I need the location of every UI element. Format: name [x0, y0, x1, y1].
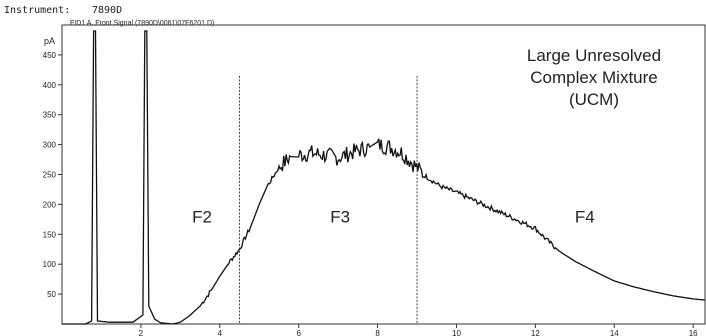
fraction-label: F3: [330, 207, 350, 226]
annotation-line: (UCM): [569, 90, 619, 109]
fraction-label: F4: [575, 207, 595, 226]
ucm-annotation: Large Unresolved Complex Mixture (UCM): [527, 46, 661, 109]
x-tick-label: 10: [452, 329, 461, 336]
y-axis-unit: pA: [44, 36, 55, 46]
x-tick-label: 2: [139, 329, 144, 336]
signal-label: FID1 A, Front Signal (7890D\0061\07F6201…: [70, 20, 214, 27]
fraction-dividers: [239, 75, 418, 324]
y-tick-label: 150: [43, 230, 57, 239]
x-tick-label: 4: [218, 329, 223, 336]
annotation-line: Large Unresolved: [527, 46, 661, 65]
fraction-label: F2: [192, 207, 212, 226]
instrument-id: 7890D: [92, 5, 122, 16]
y-tick-label: 200: [43, 200, 57, 209]
y-tick-label: 300: [43, 141, 57, 150]
signal-trace: [62, 30, 706, 325]
fraction-labels: F2 F3 F4: [192, 207, 594, 226]
y-tick-label: 250: [43, 171, 57, 180]
x-tick-label: 16: [689, 329, 698, 336]
x-axis: 2 4 6 8 10 12 14 16: [139, 324, 698, 336]
annotation-line: Complex Mixture: [530, 68, 658, 87]
y-axis: 50 100 150 200 250 300 350 400 450: [43, 51, 62, 299]
x-tick-label: 14: [610, 329, 619, 336]
y-tick-label: 450: [43, 51, 57, 60]
y-tick-label: 350: [43, 111, 57, 120]
instrument-label: Instrument:: [4, 5, 70, 16]
y-tick-label: 100: [43, 260, 57, 269]
y-tick-label: 50: [47, 290, 56, 299]
x-tick-label: 12: [531, 329, 540, 336]
y-tick-label: 400: [43, 81, 57, 90]
x-tick-label: 8: [375, 329, 380, 336]
x-tick-label: 6: [296, 329, 301, 336]
